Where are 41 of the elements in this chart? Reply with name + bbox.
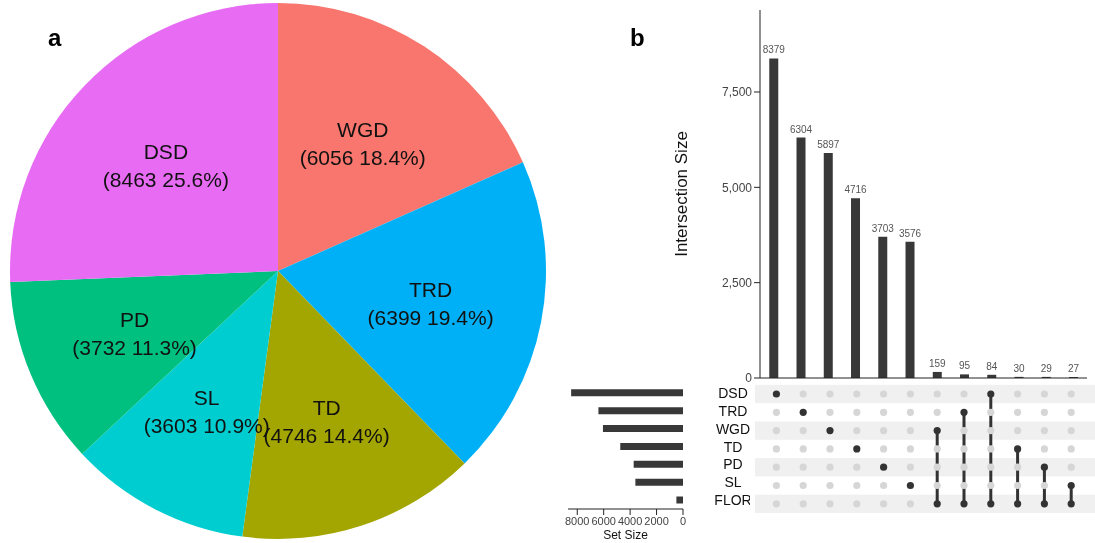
y-tick-label: TD [723,438,743,455]
data-label: (3732 11.3%) [72,335,197,359]
data-label: 84 [986,360,998,372]
slice-label: TRD [409,277,453,301]
x-tick-label: 6000 [591,514,616,527]
y-tick-label: 0 [745,371,753,386]
x-tick-label: 0 [679,514,687,527]
slice-label: DSD [143,140,189,164]
slice-label: PD [119,307,150,331]
y-tick-label: WGD [715,420,751,437]
data-label: (6056 18.4%) [299,145,426,169]
y-tick-label: SL [724,474,742,491]
data-label: 27 [1067,362,1080,374]
x-tick-label: 4000 [617,514,643,527]
x-tick-label: 2000 [644,514,669,527]
data-label: 29 [1040,362,1053,374]
y-axis-title: Intersection Size [672,131,692,257]
text: a [48,24,62,52]
y-tick-label: TRD [718,402,748,419]
x-tick-label: 8000 [565,514,590,527]
text: b [630,24,645,52]
y-tick-label: 5,000 [721,180,753,195]
data-label: 3576 [898,227,922,239]
data-label: (8463 25.6%) [102,168,229,192]
y-tick-label: 2,500 [721,275,753,290]
slice-label: TD [312,395,341,419]
data-label: 4716 [844,184,868,196]
data-label: 30 [1013,362,1026,374]
data-label: 3703 [871,222,895,234]
data-label: (6399 19.4%) [367,305,494,329]
data-label: 95 [958,360,971,372]
data-label: 159 [928,357,947,369]
data-label: 8379 [762,44,786,56]
slice-label: WGD [337,117,389,141]
data-label: 6304 [789,123,813,135]
y-tick-label: PD [723,456,743,473]
data-label: 5897 [817,139,840,151]
y-tick-label: 7,500 [721,85,753,100]
x-axis-title: Set Size [603,528,649,542]
y-tick-label: DSD [718,384,748,401]
slice-label: SL [193,386,220,410]
